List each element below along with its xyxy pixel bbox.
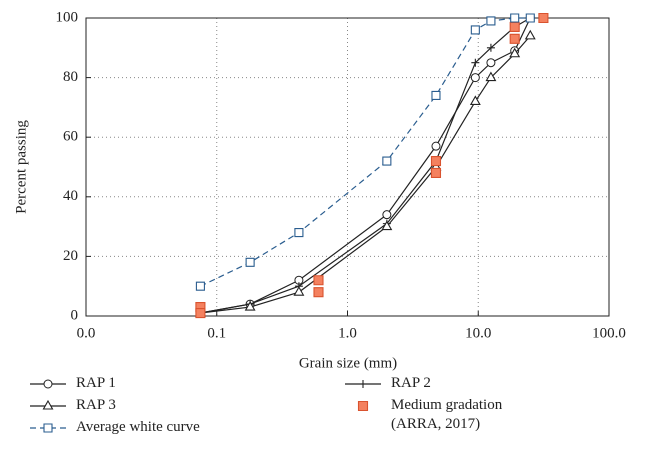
- y-tick-label: 40: [63, 188, 78, 204]
- legend-label: RAP 1: [76, 375, 116, 391]
- marker: [469, 95, 481, 105]
- x-tick-label: 0.1: [207, 325, 226, 341]
- marker: [485, 71, 497, 82]
- x-tick-label: 10.0: [465, 325, 491, 341]
- marker: [313, 275, 324, 286]
- marker: [245, 257, 255, 267]
- y-tick-label: 60: [63, 129, 78, 145]
- marker: [509, 47, 521, 58]
- marker: [538, 12, 549, 24]
- marker: [510, 13, 520, 23]
- series-line: [200, 17, 531, 287]
- y-tick-label: 0: [71, 307, 79, 323]
- marker: [486, 43, 495, 52]
- marker: [381, 220, 393, 231]
- legend-label: RAP 3: [76, 397, 116, 413]
- marker: [430, 167, 442, 179]
- y-tick-label: 20: [63, 248, 78, 264]
- marker: [509, 33, 520, 44]
- x-tick-label: 100.0: [592, 325, 626, 341]
- marker: [431, 141, 441, 151]
- marker: [382, 210, 392, 220]
- marker: [293, 286, 305, 296]
- marker: [357, 400, 369, 412]
- series-line: [200, 35, 531, 314]
- legend-label: Medium gradation (ARRA, 2017): [391, 397, 503, 432]
- series-line: [200, 17, 531, 314]
- marker: [43, 379, 53, 389]
- marker: [525, 13, 535, 23]
- marker: [486, 16, 496, 26]
- y-axis-label: Percent passing: [13, 120, 29, 214]
- plot-frame: [85, 17, 610, 317]
- x-tick-label: 1.0: [338, 325, 357, 341]
- marker: [509, 21, 520, 32]
- marker: [244, 300, 256, 311]
- x-tick-label: 0.0: [77, 325, 96, 341]
- x-axis-label: Grain size (mm): [299, 355, 397, 371]
- marker: [359, 380, 367, 388]
- legend-label: Average white curve: [76, 419, 200, 435]
- y-tick-label: 100: [56, 9, 79, 25]
- marker: [195, 281, 205, 291]
- series-line: [200, 17, 531, 314]
- marker: [430, 155, 442, 167]
- marker: [195, 307, 206, 319]
- marker: [313, 287, 324, 298]
- marker: [524, 29, 536, 40]
- marker: [470, 25, 480, 35]
- marker: [382, 156, 392, 166]
- marker: [43, 423, 53, 433]
- y-tick-label: 80: [63, 69, 78, 85]
- marker: [470, 73, 480, 83]
- marker: [294, 228, 304, 238]
- marker: [471, 58, 480, 67]
- marker: [486, 58, 496, 68]
- marker: [42, 399, 54, 410]
- legend-label: RAP 2: [391, 375, 431, 391]
- marker: [431, 90, 441, 101]
